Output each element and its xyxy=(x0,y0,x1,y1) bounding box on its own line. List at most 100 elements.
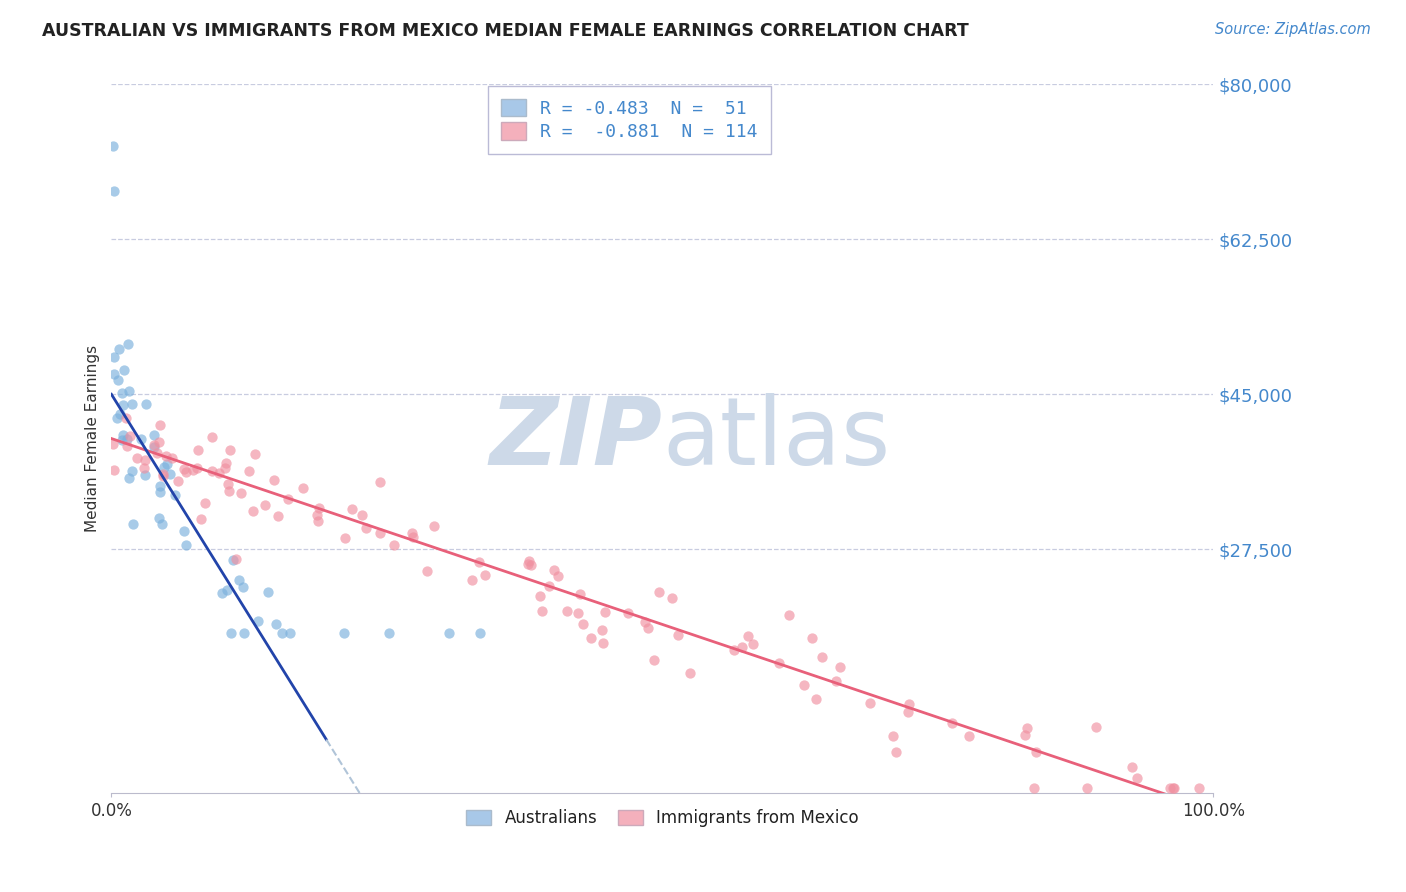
Point xyxy=(150,517,173,532)
Point xyxy=(292,481,315,495)
Point xyxy=(122,517,145,532)
Point xyxy=(520,558,543,572)
Point xyxy=(474,568,496,582)
Point xyxy=(368,475,391,489)
Point xyxy=(1163,781,1185,796)
Point xyxy=(882,729,904,743)
Point xyxy=(342,502,364,516)
Point xyxy=(118,384,141,399)
Point xyxy=(155,449,177,463)
Point xyxy=(679,666,702,681)
Point xyxy=(229,486,252,500)
Point xyxy=(572,616,595,631)
Point xyxy=(897,706,920,720)
Point xyxy=(731,640,754,655)
Point xyxy=(543,563,565,577)
Point xyxy=(111,434,134,448)
Point xyxy=(218,484,240,499)
Point xyxy=(143,438,166,452)
Point xyxy=(356,520,378,534)
Point xyxy=(121,397,143,411)
Point xyxy=(1022,781,1045,796)
Point xyxy=(187,443,209,458)
Point xyxy=(352,508,374,522)
Point xyxy=(517,554,540,568)
Point xyxy=(595,605,617,619)
Point xyxy=(134,467,156,482)
Point xyxy=(201,464,224,478)
Point xyxy=(581,631,603,645)
Point xyxy=(112,363,135,377)
Point xyxy=(567,606,589,620)
Point xyxy=(232,580,254,594)
Point xyxy=(531,605,554,619)
Point xyxy=(257,585,280,599)
Point xyxy=(120,428,142,442)
Point xyxy=(592,636,614,650)
Point xyxy=(129,432,152,446)
Point xyxy=(194,496,217,510)
Point xyxy=(217,477,239,491)
Point xyxy=(115,432,138,446)
Point xyxy=(1121,760,1143,774)
Point xyxy=(547,568,569,582)
Point xyxy=(1159,781,1181,796)
Point xyxy=(1187,781,1209,796)
Point xyxy=(800,631,823,645)
Point xyxy=(111,386,134,401)
Point xyxy=(163,488,186,502)
Point xyxy=(253,498,276,512)
Point xyxy=(149,418,172,433)
Point xyxy=(643,652,665,666)
Point xyxy=(111,398,134,412)
Point xyxy=(778,607,800,622)
Point xyxy=(1085,720,1108,734)
Point xyxy=(149,479,172,493)
Point xyxy=(307,514,329,528)
Point xyxy=(134,453,156,467)
Point xyxy=(208,466,231,480)
Point xyxy=(201,430,224,444)
Legend: Australians, Immigrants from Mexico: Australians, Immigrants from Mexico xyxy=(460,803,865,834)
Point xyxy=(461,573,484,587)
Point xyxy=(278,626,301,640)
Point xyxy=(174,538,197,552)
Point xyxy=(264,616,287,631)
Point xyxy=(225,551,247,566)
Point xyxy=(115,439,138,453)
Point xyxy=(186,460,208,475)
Point xyxy=(529,590,551,604)
Point xyxy=(218,443,240,458)
Point xyxy=(127,451,149,466)
Point xyxy=(416,565,439,579)
Point xyxy=(270,626,292,640)
Point xyxy=(402,530,425,544)
Point xyxy=(243,447,266,461)
Point xyxy=(160,451,183,466)
Point xyxy=(517,558,540,572)
Point xyxy=(117,337,139,351)
Point xyxy=(238,464,260,478)
Point xyxy=(221,626,243,640)
Point xyxy=(173,462,195,476)
Point xyxy=(149,484,172,499)
Point xyxy=(277,492,299,507)
Point xyxy=(222,553,245,567)
Point xyxy=(1161,781,1184,796)
Point xyxy=(661,591,683,606)
Point xyxy=(103,463,125,477)
Point xyxy=(859,696,882,710)
Point xyxy=(647,585,669,599)
Point xyxy=(159,467,181,481)
Point xyxy=(233,626,256,640)
Point xyxy=(401,526,423,541)
Point xyxy=(176,465,198,479)
Text: Source: ZipAtlas.com: Source: ZipAtlas.com xyxy=(1215,22,1371,37)
Point xyxy=(148,511,170,525)
Point xyxy=(142,440,165,454)
Point xyxy=(152,467,174,481)
Point xyxy=(308,500,330,515)
Point xyxy=(666,628,689,642)
Point xyxy=(121,465,143,479)
Point xyxy=(107,342,129,356)
